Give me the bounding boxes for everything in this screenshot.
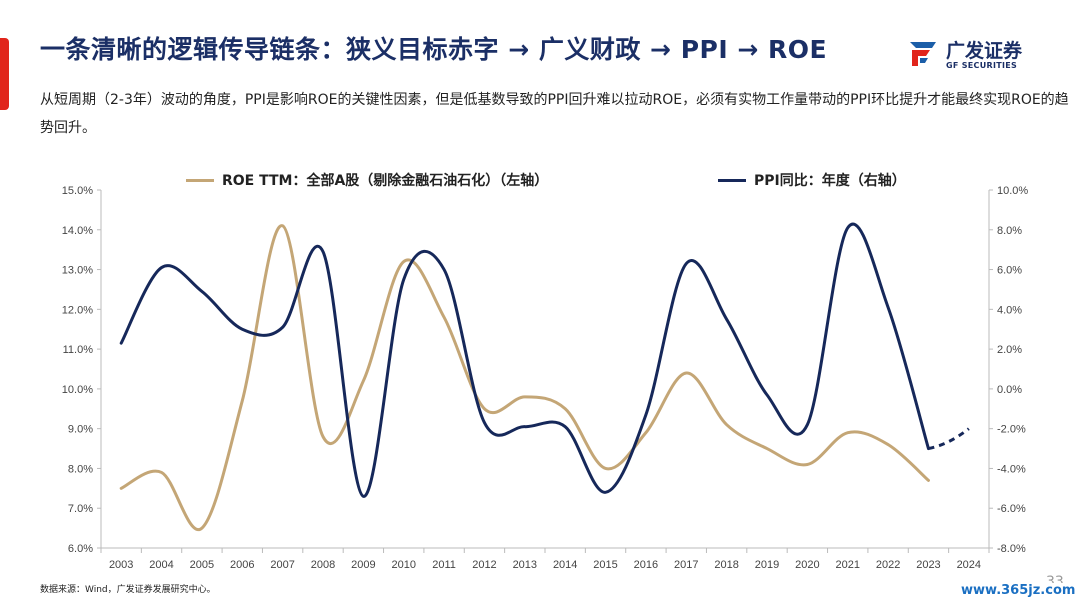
right-axis-tick-label: 4.0% — [997, 304, 1022, 316]
ppi-series-line — [119, 222, 930, 498]
x-axis-tick-label: 2005 — [190, 559, 214, 571]
logo-name-cn: 广发证券 — [946, 40, 1023, 62]
right-axis-tick-label: 10.0% — [997, 185, 1028, 197]
x-axis-tick-label: 2017 — [674, 559, 698, 571]
x-axis-tick-label: 2019 — [755, 559, 779, 571]
right-axis-tick-label: -4.0% — [997, 463, 1026, 475]
x-axis-tick-label: 2012 — [472, 559, 496, 571]
legend-ppi: PPI同比：年度（右轴） — [718, 170, 906, 190]
right-axis-tick-label: -6.0% — [997, 503, 1026, 515]
left-axis-tick-label: 9.0% — [68, 424, 93, 436]
left-axis-tick-label: 10.0% — [62, 384, 93, 396]
right-axis-tick-label: 0.0% — [997, 384, 1022, 396]
x-axis-tick-label: 2011 — [432, 559, 456, 571]
x-axis-tick-label: 2009 — [351, 559, 375, 571]
roe-ppi-chart: 6.0% 7.0% 8.0% 9.0% 10.0% 11.0% 12.0% 13.0% 14.0… — [62, 185, 1029, 571]
x-axis-tick-label: 2014 — [553, 559, 577, 571]
page-title: 一条清晰的逻辑传导链条：狭义目标赤字 → 广义财政 → PPI → ROE — [40, 35, 828, 64]
left-axis-tick-label: 15.0% — [62, 185, 93, 197]
ppi-projection-line — [928, 427, 970, 451]
legend-roe-label: ROE TTM：全部A股（剔除金融石油石化）（左轴） — [222, 173, 549, 189]
legend-ppi-swatch — [718, 178, 746, 182]
x-axis-tick-label: 2010 — [391, 559, 415, 571]
x-axis-tick-label: 2006 — [230, 559, 254, 571]
x-axis-tick-label: 2013 — [513, 559, 537, 571]
x-axis-tick-label: 2003 — [109, 559, 133, 571]
roe-series-line — [119, 224, 930, 532]
left-axis-tick-label: 11.0% — [63, 344, 94, 356]
x-axis-tick-label: 2023 — [916, 559, 940, 571]
left-axis-tick-label: 12.0% — [62, 304, 93, 316]
right-axis-tick-label: 2.0% — [997, 344, 1022, 356]
left-axis-tick-label: 7.0% — [68, 503, 93, 515]
x-axis-tick-label: 2004 — [149, 559, 173, 571]
x-axis-tick-label: 2018 — [714, 559, 738, 571]
title-accent-bar — [0, 38, 9, 110]
x-axis-tick-label: 2024 — [957, 559, 981, 571]
logo-name-en: GF SECURITIES — [946, 61, 1018, 70]
x-axis-tick-label: 2015 — [593, 559, 617, 571]
right-axis-tick-label: -2.0% — [997, 424, 1026, 436]
gf-logo-icon — [910, 42, 936, 66]
right-axis-tick-label: 6.0% — [997, 265, 1022, 277]
left-axis-tick-label: 14.0% — [62, 225, 93, 237]
left-axis-tick-label: 8.0% — [68, 463, 93, 475]
x-axis-tick-label: 2020 — [795, 559, 819, 571]
x-axis-tick-label: 2022 — [876, 559, 900, 571]
left-axis-tick-label: 13.0% — [62, 265, 93, 277]
legend-ppi-label: PPI同比：年度（右轴） — [754, 173, 906, 189]
right-axis-tick-label: 8.0% — [997, 225, 1022, 237]
x-axis-tick-label: 2007 — [270, 559, 294, 571]
x-axis-tick-label: 2008 — [311, 559, 335, 571]
left-axis-tick-label: 6.0% — [68, 543, 93, 555]
page-subtitle: 从短周期（2-3年）波动的角度，PPI是影响ROE的关键性因素，但是低基数导致的… — [40, 92, 1069, 136]
gf-logo: 广发证券 GF SECURITIES — [906, 34, 1046, 76]
legend-roe: ROE TTM：全部A股（剔除金融石油石化）（左轴） — [186, 170, 548, 190]
legend-roe-swatch — [186, 178, 214, 182]
data-source-note: 数据来源：Wind，广发证券发展研究中心。 — [40, 585, 216, 595]
right-axis-tick-label: -8.0% — [997, 543, 1026, 555]
watermark-text: www.365jz.com — [958, 583, 1079, 598]
x-axis-tick-label: 2016 — [634, 559, 658, 571]
x-axis-tick-label: 2021 — [835, 559, 859, 571]
